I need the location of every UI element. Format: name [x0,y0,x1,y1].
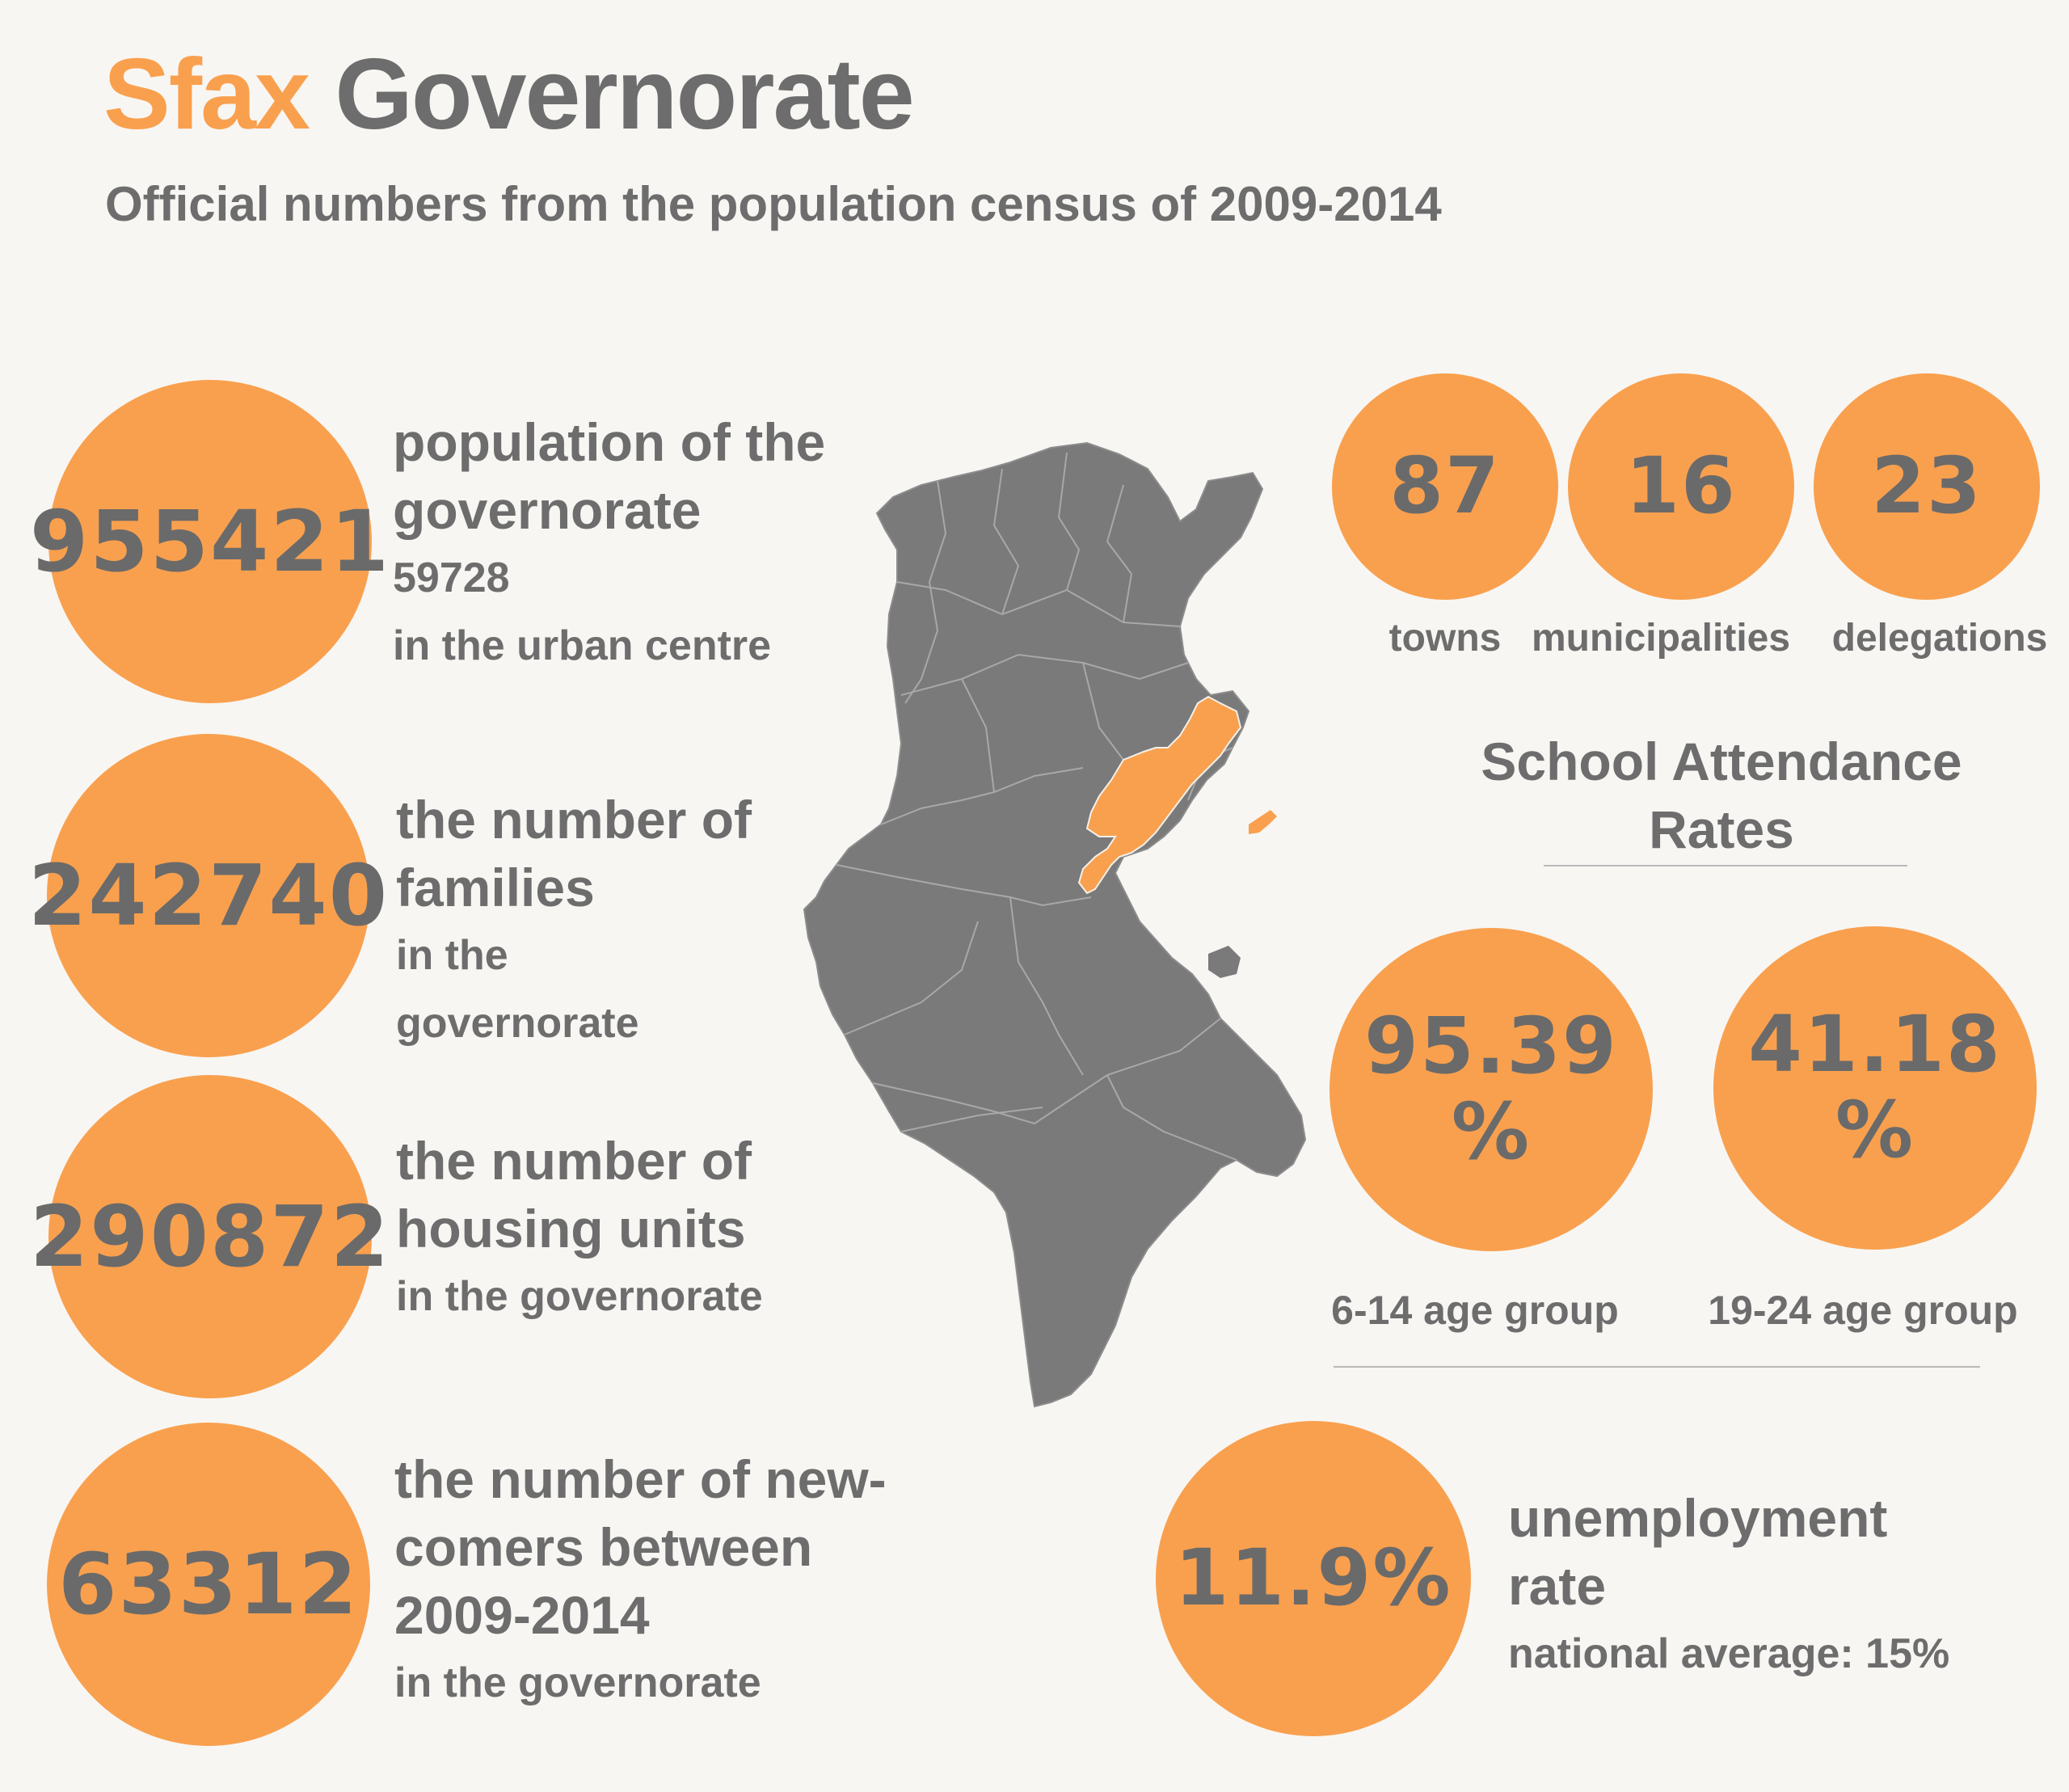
housing-value: 290872 [29,1187,391,1286]
school-heading-line1: School Attendance [1481,732,1962,791]
housing-sub-line1: in the governorate [396,1273,763,1320]
attendance-6-14-value: 95.39 [1364,1001,1618,1092]
unemployment-label-line1: unemployment [1508,1488,1888,1548]
unemployment-national-average: national average: 15% [1508,1630,1950,1677]
unemployment-label-line2: rate [1508,1556,1607,1616]
school-divider-top [1544,865,1907,866]
page-subtitle: Official numbers from the population cen… [105,177,1442,231]
families-label-line1: the number of [396,790,752,850]
newcomers-label: the number of new- comers between 2009-2… [394,1445,887,1717]
urban-population-label: in the urban centre [393,622,772,669]
towns-circle: 87 [1332,373,1558,600]
municipalities-value: 16 [1625,441,1737,532]
delegations-label: delegations [1831,617,2048,660]
newcomers-label-line2: comers between [394,1517,813,1577]
attendance-6-14-label: 6-14 age group [1331,1288,1619,1333]
municipalities-label: municipalities [1531,617,1791,660]
school-heading-line2: Rates [1649,799,1794,859]
housing-label-line2: housing units [396,1199,746,1259]
housing-circle: 290872 [30,1075,389,1398]
unemployment-circle: 11.9% [1156,1421,1471,1736]
population-label-line1: population of the [393,412,826,472]
newcomers-value: 63312 [58,1534,359,1634]
newcomers-sub-line1: in the governorate [394,1659,761,1706]
population-label-line2: governorate [393,480,702,540]
kerkennah-islands [1249,810,1277,834]
title-accent: Sfax [103,39,310,150]
families-label-line2: families [396,858,595,917]
housing-label-line1: the number of [396,1131,752,1191]
families-sub-line2: governorate [396,1000,639,1047]
unemployment-value: 11.9% [1174,1533,1452,1624]
page-title: Sfax Governorate [103,37,915,152]
population-value: 955421 [29,491,391,591]
delegations-circle: 23 [1814,373,2040,600]
newcomers-label-line1: the number of new- [394,1449,887,1509]
population-circle: 955421 [30,380,389,703]
title-rest: Governorate [335,39,914,150]
towns-value: 87 [1389,441,1501,532]
attendance-19-24-label: 19-24 age group [1708,1288,2018,1333]
djerba-island [1208,946,1241,978]
tunisia-country-shape [803,441,1307,1408]
region-borders [836,452,1237,1161]
tunisia-map [803,441,1307,1408]
housing-label: the number of housing units in the gover… [396,1127,763,1330]
attendance-6-14-circle: 95.39% [1329,928,1653,1251]
newcomers-circle: 63312 [47,1423,370,1746]
attendance-19-24-unit: % [1835,1085,1915,1175]
families-value: 242740 [27,845,390,945]
school-heading: School Attendance Rates [1374,727,2069,863]
sfax-region-highlight [1077,695,1242,895]
school-divider-bottom [1334,1366,1980,1368]
population-label: population of the governorate 59728 in t… [393,408,825,680]
municipalities-circle: 16 [1568,373,1794,600]
newcomers-label-line3: 2009-2014 [394,1585,650,1645]
families-sub-line1: in the [396,932,508,979]
urban-population-value: 59728 [393,554,510,601]
families-circle: 242740 [28,734,387,1057]
attendance-19-24-value: 41.18 [1748,999,2002,1090]
attendance-6-14-unit: % [1451,1086,1532,1177]
towns-label: towns [1388,617,1502,660]
unemployment-label: unemployment rate national average: 15% [1508,1484,1949,1688]
families-label: the number of families in the governorat… [396,786,752,1057]
delegations-value: 23 [1871,441,1983,532]
attendance-19-24-circle: 41.18% [1713,926,2037,1250]
